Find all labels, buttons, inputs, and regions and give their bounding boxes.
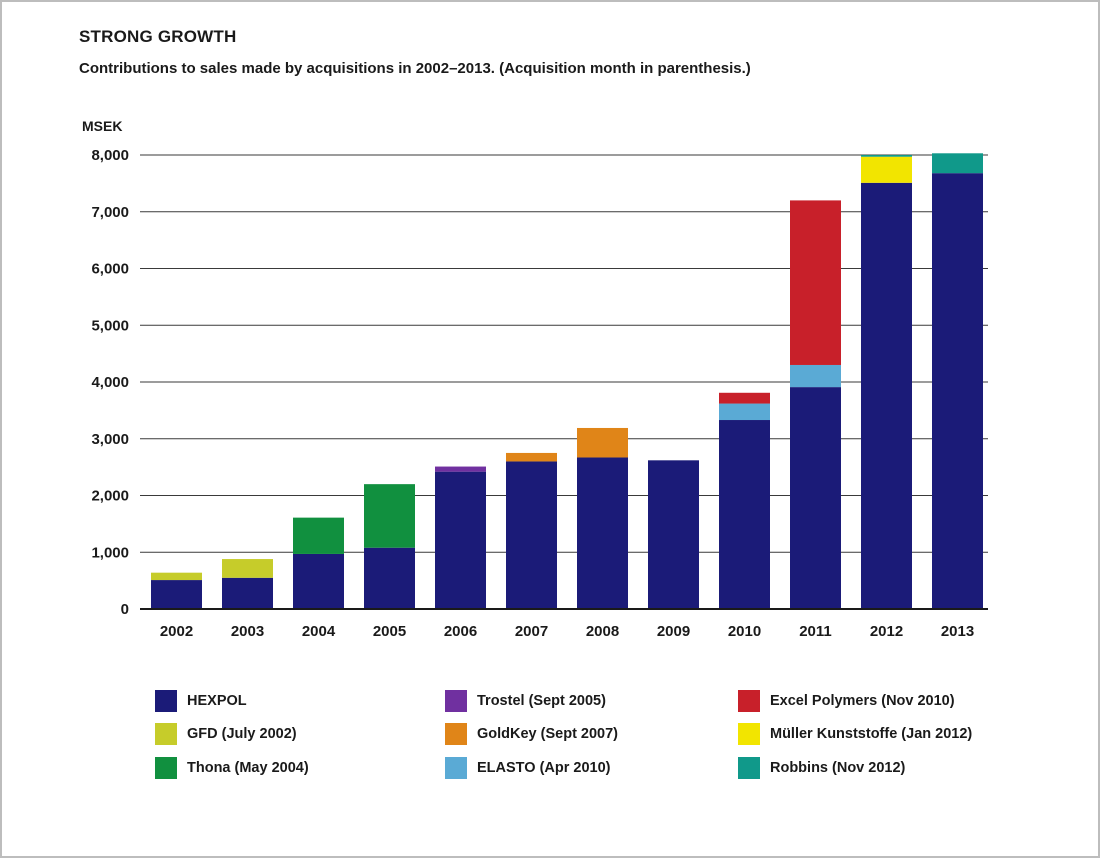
x-tick-label: 2007: [515, 623, 548, 640]
y-tick-label: 0: [121, 601, 129, 618]
bar-segment: [364, 484, 415, 548]
chart-subtitle: Contributions to sales made by acquisiti…: [79, 60, 751, 77]
chart-title: STRONG GROWTH: [79, 27, 237, 46]
bar-segment: [435, 471, 486, 609]
bar-segment: [861, 156, 912, 183]
y-tick-label: 2,000: [91, 488, 129, 505]
bar-segment: [719, 420, 770, 609]
x-tick-label: 2009: [657, 623, 690, 640]
bar-segment: [506, 461, 557, 609]
bar-segment: [790, 364, 841, 388]
y-tick-label: 5,000: [91, 317, 129, 334]
bar-segment: [648, 460, 699, 609]
x-tick-label: 2003: [231, 623, 264, 640]
bar-segment: [932, 153, 983, 174]
bar-segment: [364, 547, 415, 609]
x-tick-label: 2004: [302, 623, 336, 640]
x-tick-label: 2011: [799, 623, 832, 640]
x-tick-label: 2006: [444, 623, 477, 640]
x-tick-label: 2002: [160, 623, 193, 640]
bar-segment: [719, 403, 770, 421]
bar-segment: [222, 559, 273, 578]
y-tick-label: 8,000: [91, 147, 129, 164]
y-tick-label: 7,000: [91, 204, 129, 221]
bar-segment: [790, 387, 841, 609]
bar-segment: [506, 452, 557, 462]
x-tick-label: 2012: [870, 623, 903, 640]
x-tick-label: 2005: [373, 623, 406, 640]
y-tick-label: 3,000: [91, 431, 129, 448]
bar-segment: [151, 572, 202, 581]
y-tick-label: 1,000: [91, 544, 129, 561]
y-tick-label: 6,000: [91, 261, 129, 278]
bar-segment: [293, 517, 344, 554]
x-tick-label: 2008: [586, 623, 619, 640]
bar-segment: [577, 427, 628, 458]
x-tick-label: 2013: [941, 623, 974, 640]
bar-segment: [932, 173, 983, 609]
bar-segment: [293, 553, 344, 609]
bar-segment: [861, 155, 912, 157]
bar-segment: [861, 182, 912, 609]
bar-segment: [577, 457, 628, 609]
y-axis-label: MSEK: [82, 118, 122, 134]
bar-segment: [790, 200, 841, 365]
bar-segment: [435, 466, 486, 472]
bar-segment: [151, 580, 202, 609]
bar-segment: [719, 392, 770, 404]
bar-segment: [222, 577, 273, 609]
x-tick-label: 2010: [728, 623, 761, 640]
y-tick-label: 4,000: [91, 374, 129, 391]
